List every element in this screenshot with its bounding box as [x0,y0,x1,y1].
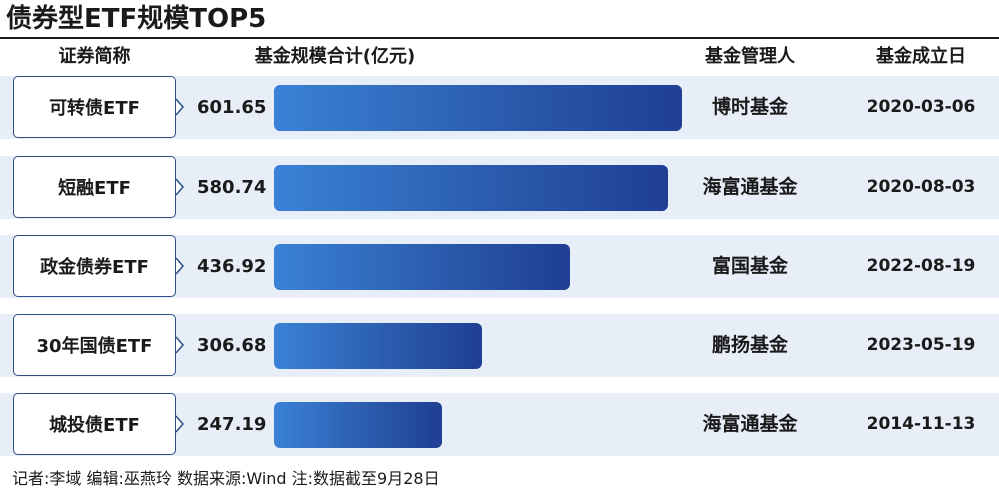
fund-scale-value-label: 601.65 [197,97,267,118]
inception-date-label: 2014-11-13 [866,414,976,434]
header-fund-manager: 基金管理人 [705,46,795,67]
inception-date-label: 2022-08-19 [866,256,976,276]
fund-manager-label: 鹏扬基金 [711,334,788,356]
fund-manager-label: 海富通基金 [702,176,798,198]
security-name-label: 城投债ETF [13,393,176,455]
fund-scale-bar [274,85,682,131]
chart-title: 债券型ETF规模TOP5 [6,4,267,34]
security-name-label: 短融ETF [13,156,176,218]
fund-scale-value-label: 436.92 [197,256,267,277]
fund-scale-bar [274,244,570,290]
chevron-right-icon [175,98,184,116]
fund-scale-bar [274,165,668,211]
inception-date-label: 2023-05-19 [866,335,976,355]
header-security-name: 证券简称 [58,46,131,67]
chevron-right-icon [175,178,184,196]
inception-date-label: 2020-08-03 [866,177,976,197]
fund-scale-bar [274,323,482,369]
fund-scale-value-label: 306.68 [197,335,267,356]
inception-date-label: 2020-03-06 [866,97,976,117]
footer-credits: 记者:李域 编辑:巫燕玲 数据来源:Wind 注:数据截至9月28日 [12,469,440,488]
fund-scale-bar [274,402,442,448]
fund-scale-value-label: 247.19 [197,414,267,435]
fund-manager-label: 博时基金 [711,96,788,118]
fund-scale-value-label: 580.74 [197,177,267,198]
security-name-label: 可转债ETF [13,76,176,138]
header-fund-scale: 基金规模合计(亿元) [254,46,416,67]
chevron-right-icon [175,257,184,275]
fund-manager-label: 海富通基金 [702,413,798,435]
chevron-right-icon [175,415,184,433]
security-name-label: 30年国债ETF [13,314,176,376]
fund-manager-label: 富国基金 [711,255,788,277]
security-name-label: 政金债券ETF [13,235,176,297]
title-divider [0,37,999,39]
chevron-right-icon [175,336,184,354]
header-inception-date: 基金成立日 [876,46,966,67]
